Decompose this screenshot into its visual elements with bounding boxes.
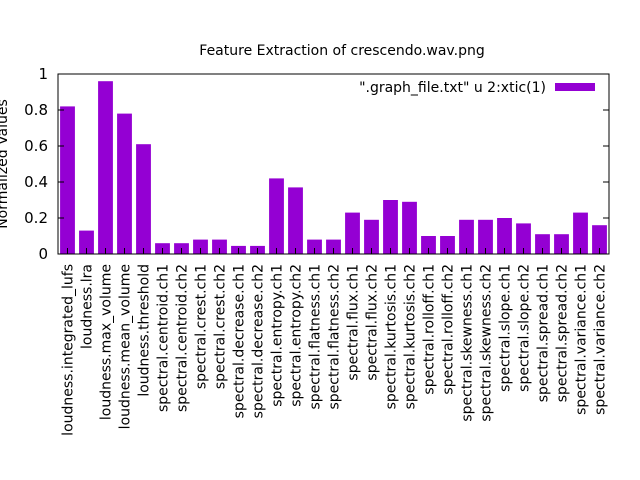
x-tick-label: spectral.slope.ch1	[498, 264, 514, 392]
bar-spectral.kurtosis.ch2	[402, 201, 417, 254]
x-tick-label: spectral.entropy.ch2	[289, 264, 305, 407]
bar-loudness.max_volume	[98, 81, 113, 254]
x-tick-label: spectral.centroid.ch2	[175, 264, 191, 412]
x-tick-label: spectral.centroid.ch1	[156, 264, 172, 412]
bar-spectral.flatness.ch2	[326, 239, 341, 254]
x-tick-label: spectral.flux.ch2	[365, 264, 381, 381]
bar-spectral.slope.ch1	[497, 218, 512, 254]
bar-spectral.skewness.ch2	[478, 219, 493, 254]
x-tick-label: spectral.rolloff.ch1	[422, 264, 438, 395]
bar-spectral.crest.ch2	[212, 239, 227, 254]
x-tick-label: spectral.crest.ch1	[194, 264, 210, 389]
y-tick-label: 1	[38, 65, 48, 83]
bar-spectral.kurtosis.ch1	[383, 200, 398, 254]
bar-spectral.crest.ch1	[193, 239, 208, 254]
bar-spectral.variance.ch2	[592, 225, 607, 254]
x-tick-label: loudness.lra	[80, 264, 96, 349]
x-tick-label: loudness.integrated_lufs	[61, 264, 77, 436]
x-tick-label: spectral.flatness.ch1	[308, 264, 324, 410]
chart-title: Feature Extraction of crescendo.wav.png	[199, 43, 484, 59]
y-tick-label: 0.4	[24, 173, 48, 191]
x-tick-label: spectral.decrease.ch1	[232, 264, 248, 418]
bar-loudness.threshold	[136, 144, 151, 254]
x-tick-label: spectral.rolloff.ch2	[441, 264, 457, 395]
legend-swatch	[555, 83, 595, 91]
x-tick-label: spectral.slope.ch2	[517, 264, 533, 392]
x-tick-label: spectral.flux.ch1	[346, 264, 362, 381]
bar-spectral.variance.ch1	[573, 212, 588, 254]
bar-spectral.flatness.ch1	[307, 239, 322, 254]
bar-spectral.rolloff.ch1	[421, 236, 436, 254]
bar-loudness.integrated_lufs	[60, 106, 75, 255]
bar-spectral.flux.ch2	[364, 219, 379, 254]
bar-spectral.flux.ch1	[345, 212, 360, 254]
y-tick-label: 0	[38, 245, 48, 263]
x-tick-label: loudness.max_volume	[99, 264, 115, 420]
y-tick-label: 0.6	[24, 137, 48, 155]
x-tick-label: spectral.skewness.ch1	[460, 264, 476, 422]
x-tick-label: spectral.crest.ch2	[213, 264, 229, 389]
bar-spectral.entropy.ch2	[288, 187, 303, 254]
x-tick-label: spectral.spread.ch1	[536, 264, 552, 402]
x-tick-label: spectral.decrease.ch2	[251, 264, 267, 418]
x-tick-label: loudness.threshold	[137, 264, 153, 397]
x-tick-label: spectral.spread.ch2	[555, 264, 571, 402]
x-tick-label: loudness.mean_volume	[118, 264, 134, 429]
bar-spectral.spread.ch1	[535, 234, 550, 254]
bar-spectral.skewness.ch1	[459, 219, 474, 254]
bar-spectral.slope.ch2	[516, 223, 531, 254]
y-tick-label: 0.8	[24, 101, 48, 119]
y-ticks-group: 0 0.2 0.4 0.6 0.8 1	[24, 65, 609, 263]
x-tick-label: spectral.skewness.ch2	[479, 264, 495, 422]
bar-spectral.rolloff.ch2	[440, 236, 455, 254]
y-axis-label: Normalized Values	[0, 99, 11, 229]
x-tick-label: spectral.flatness.ch2	[327, 264, 343, 410]
bars-group	[60, 81, 607, 255]
y-tick-label: 0.2	[24, 209, 48, 227]
x-tick-label: spectral.kurtosis.ch1	[384, 264, 400, 409]
x-ticks-group: loudness.integrated_lufs loudness.lra loud…	[61, 248, 609, 436]
x-tick-label: spectral.entropy.ch1	[270, 264, 286, 407]
bar-loudness.lra	[79, 230, 94, 254]
bar-spectral.spread.ch2	[554, 234, 569, 254]
x-tick-label: spectral.variance.ch2	[593, 264, 609, 415]
x-tick-label: spectral.variance.ch1	[574, 264, 590, 415]
legend: ".graph_file.txt" u 2:xtic(1)	[359, 80, 595, 96]
bar-loudness.mean_volume	[117, 113, 132, 254]
x-tick-label: spectral.kurtosis.ch2	[403, 264, 419, 409]
bar-spectral.entropy.ch1	[269, 178, 284, 254]
legend-label: ".graph_file.txt" u 2:xtic(1)	[359, 80, 546, 96]
